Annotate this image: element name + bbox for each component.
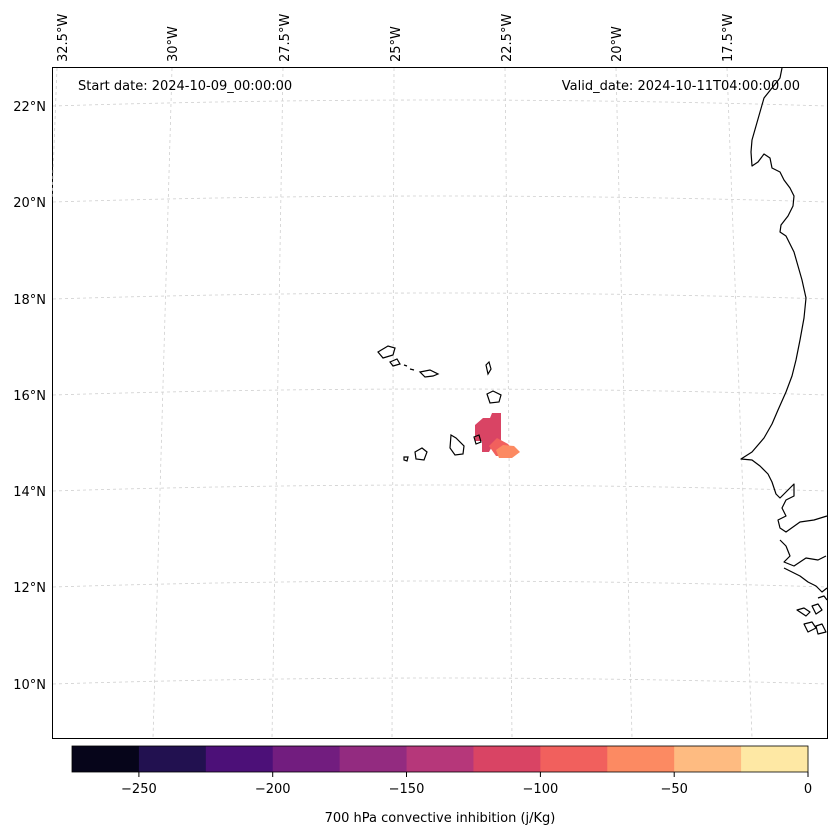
colorbar-swatch	[741, 746, 809, 772]
colorbar-swatch	[540, 746, 608, 772]
colorbar-swatch	[607, 746, 675, 772]
parallel-18	[52, 292, 828, 300]
latitude-labels: 22°N 20°N 18°N 16°N 14°N 12°N 10°N	[13, 100, 46, 693]
parallel-20	[52, 195, 828, 203]
lon-label-22-5: 22.5°W	[500, 14, 515, 62]
island-boa-vista	[486, 390, 502, 404]
island-fogo	[414, 447, 428, 461]
colorbar-ticks	[138, 772, 809, 777]
island-santo-antao	[377, 345, 396, 359]
cin-field	[475, 413, 520, 458]
meridian-17-5	[726, 67, 753, 739]
parallel-12	[52, 580, 828, 588]
lon-label-30: 30°W	[166, 26, 181, 62]
islands	[377, 345, 502, 462]
coastline-west-sahara-mauritania	[740, 67, 828, 533]
parallel-16	[52, 388, 828, 396]
lat-label-10: 10°N	[13, 678, 46, 693]
meridian-30	[152, 67, 173, 739]
colorbar-swatch	[339, 746, 408, 772]
lat-label-12: 12°N	[13, 581, 46, 596]
lon-label-27-5: 27.5°W	[278, 14, 293, 62]
colorbar-swatch	[473, 746, 541, 772]
colorbar-tick-label: 0	[804, 782, 812, 797]
coastline-bijagos	[796, 603, 827, 635]
colorbar-outline	[71, 745, 809, 773]
colorbar-tick-label: −250	[121, 782, 157, 797]
colorbar-swatch	[406, 746, 474, 772]
lat-label-14: 14°N	[13, 485, 46, 500]
island-brava	[403, 456, 409, 462]
lat-label-22: 22°N	[13, 100, 46, 115]
meridian-20	[615, 67, 633, 739]
colorbar-swatch	[674, 746, 742, 772]
colorbar-tick-label: −150	[389, 782, 425, 797]
colorbar-swatch	[138, 746, 207, 772]
colorbar: −250 −200 −150 −100 −50 0 700 hPa convec…	[71, 745, 812, 826]
colorbar-swatch	[272, 746, 341, 772]
longitude-labels: 32.5°W 30°W 27.5°W 25°W 22.5°W 20°W 17.5…	[56, 14, 736, 62]
colorbar-swatch	[205, 746, 274, 772]
inhibition-patch-edge	[496, 445, 520, 458]
meridian-27-5	[271, 67, 284, 739]
map-frame	[52, 67, 828, 739]
coastline-africa	[740, 67, 828, 635]
coastline-guinea	[817, 595, 828, 601]
lat-label-16: 16°N	[13, 389, 46, 404]
colorbar-swatch	[72, 746, 140, 772]
valid-date-label: Valid_date: 2024-10-11T04:00:00.00	[562, 79, 800, 94]
start-date-label: Start date: 2024-10-09_00:00:00	[78, 79, 292, 94]
island-santa-luzia	[403, 364, 408, 367]
colorbar-tick-label: −200	[255, 782, 291, 797]
lat-label-20: 20°N	[13, 196, 46, 211]
island-sao-nicolau-main	[418, 369, 440, 378]
island-sao-vicente	[389, 358, 401, 367]
lon-label-17-5: 17.5°W	[721, 14, 736, 62]
lon-label-32-5: 32.5°W	[56, 14, 71, 62]
lon-label-20: 20°W	[610, 26, 625, 62]
meridian-32-5	[51, 67, 58, 201]
coastline-guinea-bissau	[779, 539, 828, 593]
colorbar-tick-label: −100	[523, 782, 559, 797]
colorbar-tick-label: −50	[660, 782, 687, 797]
colorbar-label: 700 hPa convective inhibition (j/Kg)	[325, 811, 556, 826]
island-maio	[473, 434, 482, 445]
parallel-14	[52, 484, 828, 492]
island-santiago	[449, 433, 465, 456]
meridian-22-5	[504, 67, 513, 739]
lon-label-25: 25°W	[389, 26, 404, 62]
meridian-25	[391, 67, 395, 739]
island-sal	[485, 360, 492, 376]
lat-label-18: 18°N	[13, 293, 46, 308]
island-sao-nicolau	[409, 368, 415, 371]
colorbar-swatches	[72, 746, 809, 772]
parallel-22	[52, 99, 828, 107]
parallel-10	[52, 677, 828, 685]
graticule	[51, 67, 828, 739]
